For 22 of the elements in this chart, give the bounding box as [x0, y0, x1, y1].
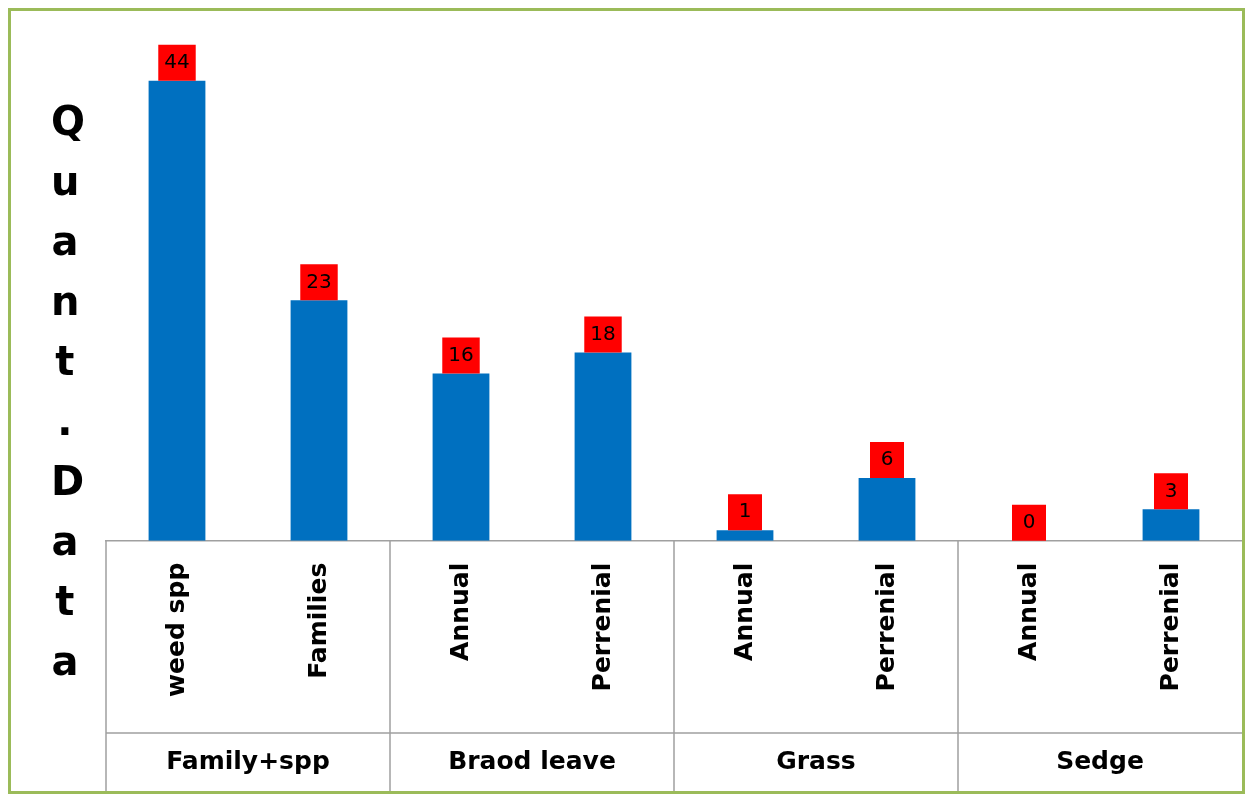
text: Quant.Data — [51, 98, 86, 684]
text: Braod leave — [448, 745, 616, 775]
data-label: 23 — [306, 268, 332, 293]
x-tick-label: Annual — [444, 562, 474, 661]
x-tick-label: weed spp — [160, 562, 190, 697]
data-label: 18 — [590, 320, 616, 345]
text: Grass — [776, 745, 856, 775]
x-tick-label: Annual — [1012, 562, 1042, 661]
data-label: 1 — [738, 498, 752, 523]
data-label: 0 — [1022, 508, 1036, 533]
data-label: 3 — [1164, 477, 1178, 502]
x-tick-label: Families — [302, 562, 332, 679]
bar — [716, 530, 774, 541]
text: Family+spp — [166, 745, 330, 775]
x-tick-label: Perrenial — [1154, 562, 1184, 692]
data-label: 6 — [880, 446, 894, 471]
data-label: 16 — [448, 341, 474, 366]
text: Sedge — [1056, 745, 1144, 775]
x-tick-label: Perrenial — [870, 562, 900, 692]
data-label: 44 — [164, 48, 190, 73]
x-tick-label: Perrenial — [586, 562, 616, 692]
x-tick-label: Annual — [728, 562, 758, 661]
